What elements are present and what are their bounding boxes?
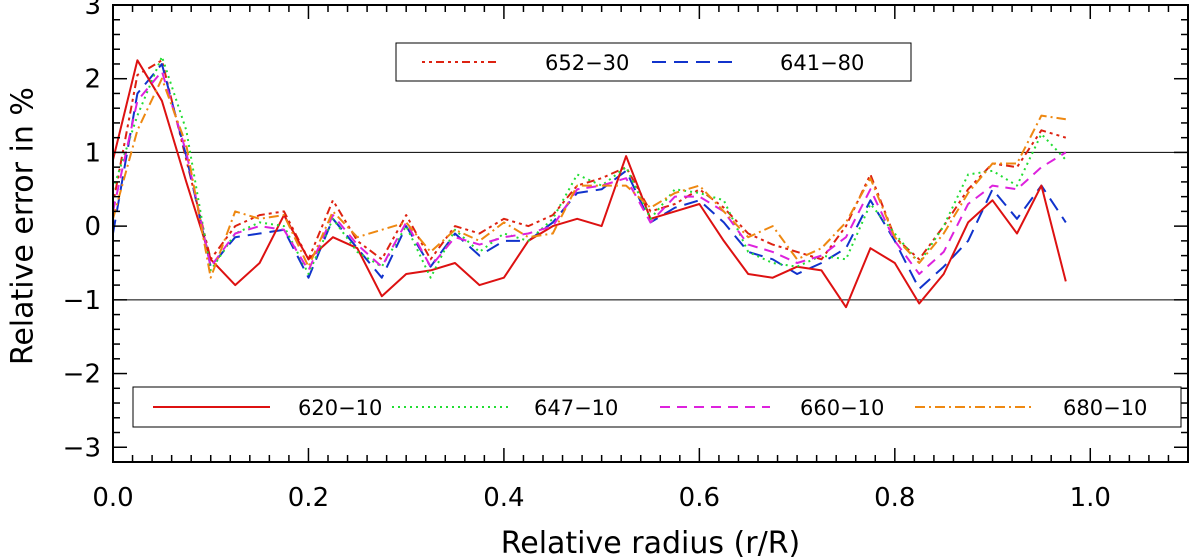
tick-layer bbox=[112, 4, 1189, 463]
series-line-3 bbox=[112, 55, 1067, 279]
series-line-5 bbox=[112, 77, 1066, 279]
x-tick-label: 0.6 bbox=[679, 483, 720, 513]
y-tick-label: −1 bbox=[63, 286, 101, 316]
series-line-4 bbox=[112, 70, 1067, 275]
y-tick-label: 0 bbox=[84, 212, 101, 242]
y-tick-label: 1 bbox=[84, 138, 101, 168]
series-line-0 bbox=[112, 59, 1067, 261]
grid-layer bbox=[113, 151, 1188, 301]
series-line-2 bbox=[112, 59, 1067, 309]
legend-label: 652−30 bbox=[545, 51, 629, 75]
y-tick-label: −2 bbox=[63, 360, 101, 390]
legend-label: 620−10 bbox=[298, 396, 382, 420]
y-tick-label: 2 bbox=[84, 65, 101, 95]
x-tick-label: 0.0 bbox=[92, 483, 133, 513]
x-tick-label: 0.8 bbox=[874, 483, 915, 513]
series-line-1 bbox=[112, 63, 1067, 290]
legend-box bbox=[132, 386, 1182, 428]
legend-label: 680−10 bbox=[1063, 396, 1147, 420]
legend-layer: 652−30 641−80 620−10 647−10 660−10 680−10 bbox=[132, 42, 1182, 428]
x-tick-label: 1.0 bbox=[1070, 483, 1111, 513]
x-tick-label: 0.4 bbox=[483, 483, 524, 513]
legend-label: 647−10 bbox=[534, 396, 618, 420]
series-layer bbox=[112, 55, 1067, 309]
y-axis-title: Relative error in % bbox=[6, 87, 41, 365]
x-tick-label: 0.2 bbox=[288, 483, 329, 513]
plot-frame bbox=[112, 4, 1189, 463]
tick-label-layer: 0.0 0.2 0.4 0.6 0.8 1.0 −3 −2 −1 0 1 2 3 bbox=[63, 0, 1111, 513]
legend-label: 660−10 bbox=[800, 396, 884, 420]
y-tick-label: 3 bbox=[84, 0, 101, 21]
y-tick-label: −3 bbox=[63, 433, 101, 463]
x-axis-title: Relative radius (r/R) bbox=[501, 526, 801, 560]
legend-label: 641−80 bbox=[780, 51, 864, 75]
